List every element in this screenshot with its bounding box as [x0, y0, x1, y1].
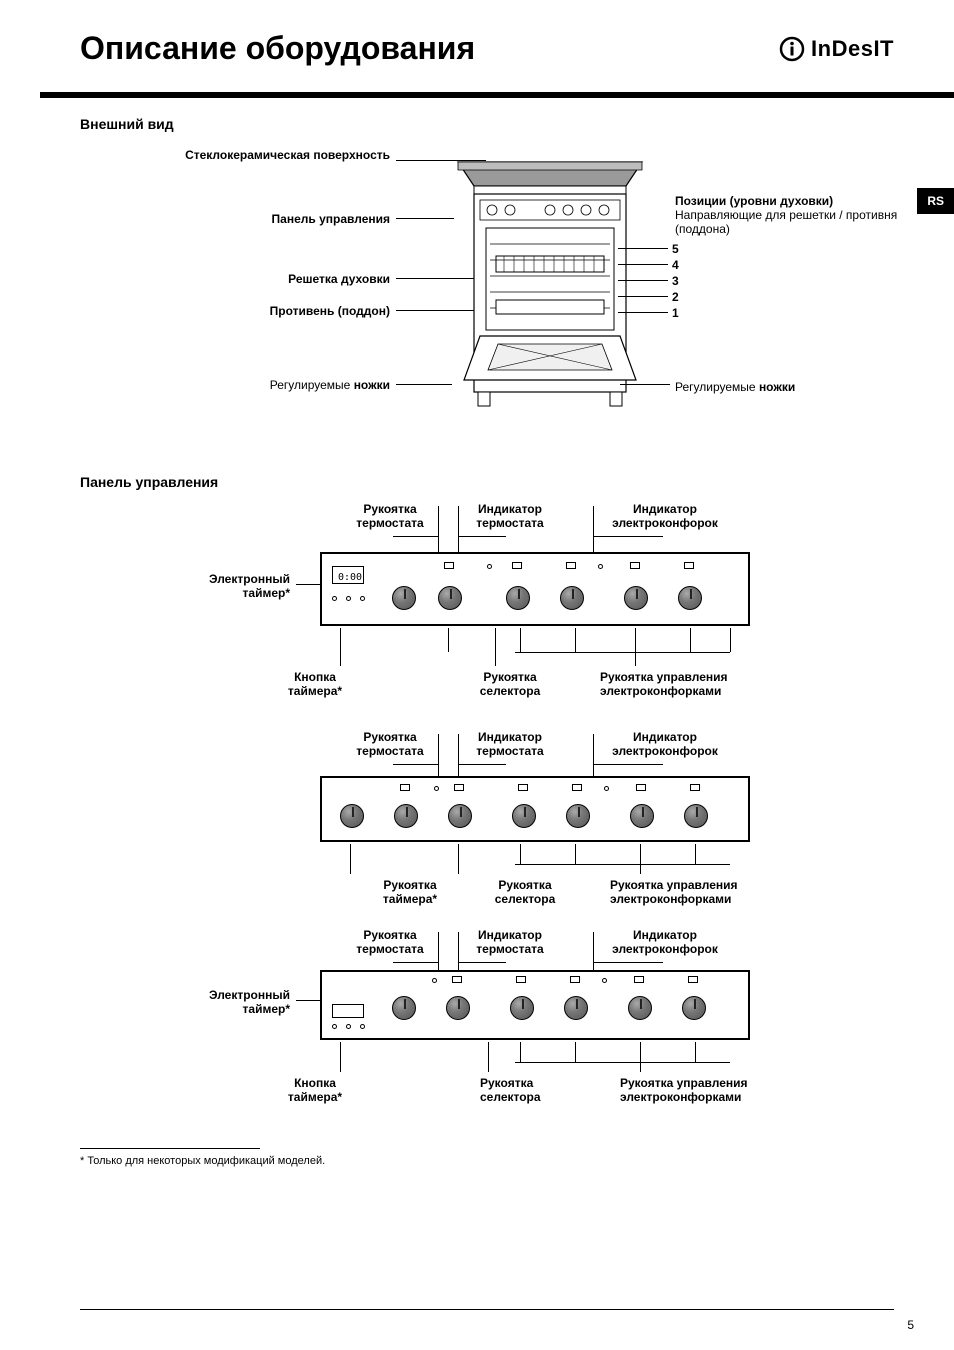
label-thermostat-knob: Рукояткатермостата [340, 730, 440, 759]
leader-line [618, 248, 668, 249]
label-control-panel: Панель управления [272, 212, 390, 226]
label-thermostat-ind: Индикатортермостата [460, 502, 560, 531]
burner-knob-icon [510, 996, 534, 1020]
label-selector: Рукояткаселектора [480, 1076, 570, 1105]
leader-line [618, 264, 668, 265]
stove-illustration [450, 144, 650, 414]
timer-display-icon: 0:00 [332, 566, 364, 584]
panel-box [320, 970, 750, 1040]
label-ceramic-top: Стеклокерамическая поверхность [185, 148, 390, 162]
burner-knob-icon [506, 586, 530, 610]
label-timer-btn: Кнопкатаймера* [270, 1076, 360, 1105]
footnote: * Только для некоторых модификаций модел… [80, 1155, 894, 1167]
burner-knob-icon [684, 804, 708, 828]
thermostat-knob-icon [392, 996, 416, 1020]
label-timer-knob: Рукояткатаймера* [365, 878, 455, 907]
burner-knob-icon [682, 996, 706, 1020]
svg-text:0:00: 0:00 [338, 572, 362, 583]
brand-icon [779, 36, 805, 62]
label-thermostat-ind: Индикатортермостата [460, 928, 560, 957]
burner-knob-icon [678, 586, 702, 610]
label-thermostat-knob: Рукояткатермостата [340, 928, 440, 957]
label-thermostat-knob: Рукояткатермостата [340, 502, 440, 531]
label-selector: Рукояткаселектора [480, 878, 570, 907]
selector-knob-icon [438, 586, 462, 610]
burner-knob-icon [566, 804, 590, 828]
label-selector: Рукояткаселектора [465, 670, 555, 699]
label-burner-knob: Рукоятка управленияэлектроконфорками [600, 670, 770, 699]
section-control-panel: Панель управления [80, 474, 894, 490]
level-4: 4 [672, 258, 679, 272]
page-title: Описание оборудования [80, 30, 475, 67]
label-burner-knob: Рукоятка управленияэлектроконфорками [610, 878, 780, 907]
label-etimer: Электронныйтаймер* [170, 988, 290, 1017]
label-burner-knob: Рукоятка управленияэлектроконфорками [620, 1076, 790, 1105]
leader-line [620, 384, 670, 385]
label-feet-left: Регулируемые ножки [270, 378, 390, 392]
brand-logo: InDesIT [779, 36, 894, 62]
label-tray: Противень (поддон) [270, 304, 390, 318]
leader-line [618, 280, 668, 281]
header-rule [40, 92, 954, 98]
panel-box [320, 776, 750, 842]
footnote-rule [80, 1148, 260, 1149]
selector-knob-icon [448, 804, 472, 828]
level-5: 5 [672, 242, 679, 256]
thermostat-knob-icon [392, 586, 416, 610]
leader-line [618, 296, 668, 297]
panel-box: 0:00 [320, 552, 750, 626]
label-burner-ind: Индикаторэлектроконфорок [600, 928, 730, 957]
brand-text: InDesIT [811, 36, 894, 62]
level-2: 2 [672, 290, 679, 304]
leader-line [618, 312, 668, 313]
label-burner-ind: Индикаторэлектроконфорок [600, 502, 730, 531]
control-panel-2: Рукояткатермостата Индикатортермостата И… [80, 730, 894, 920]
language-tab: RS [917, 188, 954, 214]
timer-display-icon [332, 1004, 364, 1018]
label-oven-rack: Решетка духовки [288, 272, 390, 286]
burner-knob-icon [560, 586, 584, 610]
burner-knob-icon [630, 804, 654, 828]
level-1: 1 [672, 306, 679, 320]
leader-line [396, 218, 454, 219]
label-thermostat-ind: Индикатортермостата [460, 730, 560, 759]
burner-knob-icon [564, 996, 588, 1020]
selector-knob-icon [446, 996, 470, 1020]
burner-knob-icon [512, 804, 536, 828]
leader-line [396, 384, 452, 385]
label-positions: Позиции (уровни духовки) Направляющие дл… [675, 194, 905, 236]
timer-knob-icon [340, 804, 364, 828]
burner-knob-icon [624, 586, 648, 610]
level-3: 3 [672, 274, 679, 288]
label-burner-ind: Индикаторэлектроконфорок [600, 730, 730, 759]
burner-knob-icon [628, 996, 652, 1020]
section-appearance: Внешний вид [80, 116, 894, 132]
control-panel-3: Рукояткатермостата Индикатортермостата И… [80, 928, 894, 1118]
label-timer-btn: Кнопкатаймера* [270, 670, 360, 699]
thermostat-knob-icon [394, 804, 418, 828]
label-feet-right: Регулируемые ножки [675, 380, 795, 394]
oven-diagram: Стеклокерамическая поверхность Панель уп… [80, 144, 894, 444]
label-etimer: Электронныйтаймер* [170, 572, 290, 601]
bottom-rule [80, 1309, 894, 1310]
page-number: 5 [907, 1318, 914, 1332]
control-panel-1: Рукояткатермостата Индикатортермостата И… [80, 502, 894, 722]
